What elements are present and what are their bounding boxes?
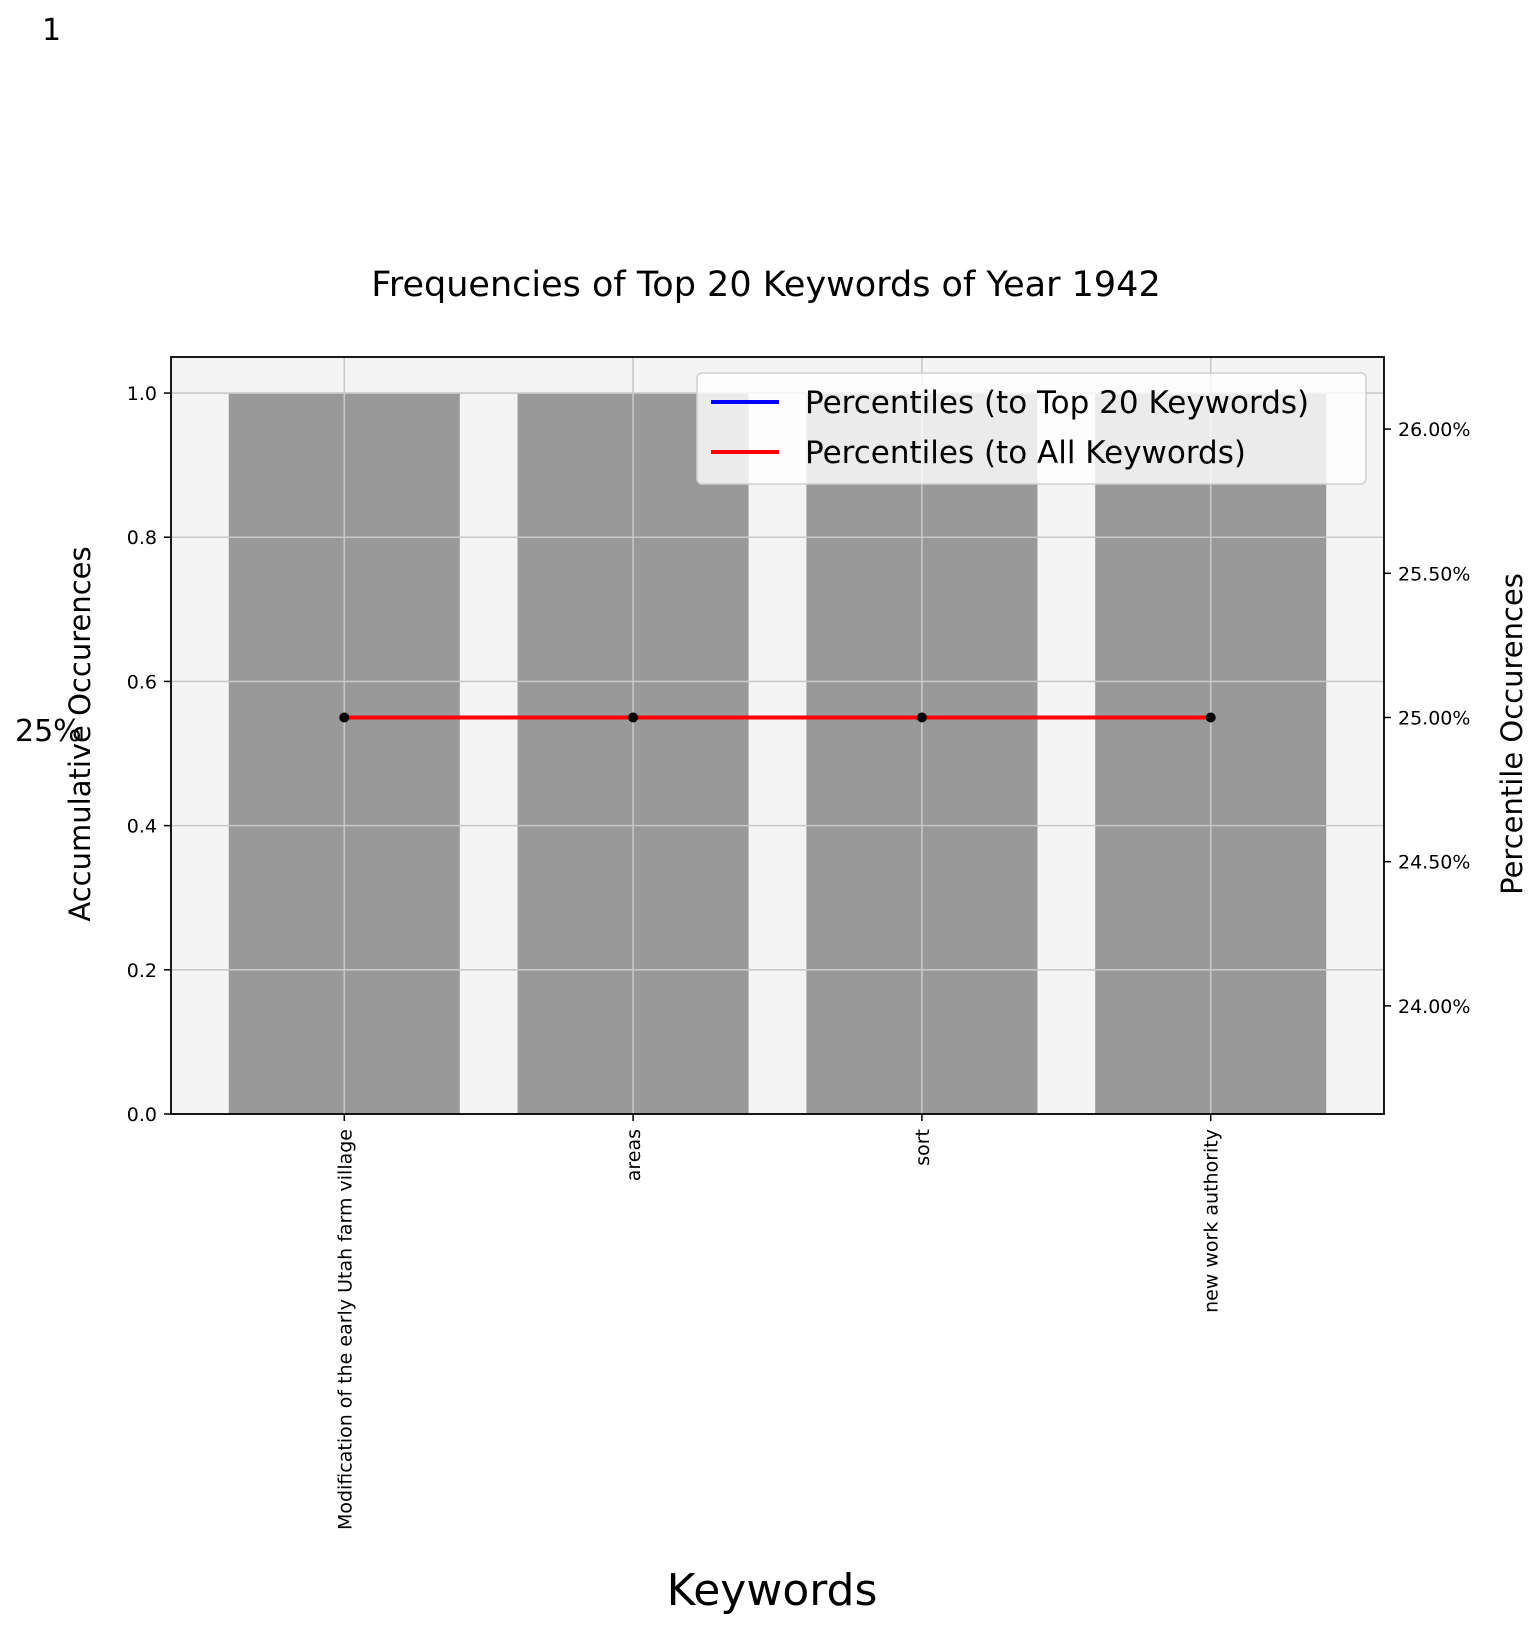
- y-tick-label-3: 0.6: [127, 671, 157, 693]
- plot-area: 0.0 0.2 0.4 0.6 0.8 1.0 24.00% 24.50% 25.00% 25.5…: [127, 356, 1470, 1530]
- legend-label-0: Percentiles (to Top 20 Keywords): [805, 385, 1309, 421]
- legend: Percentiles (to Top 20 Keywords) Percenti…: [696, 372, 1367, 485]
- x-tick-label-1: areas: [623, 1129, 645, 1181]
- y2-tick-label-3: 25.50%: [1398, 563, 1470, 585]
- legend-label-1: Percentiles (to All Keywords): [805, 435, 1246, 471]
- series-point-0: [339, 712, 350, 723]
- y2-tick-label-0: 24.00%: [1398, 996, 1470, 1018]
- y-tick-label-5: 1.0: [127, 383, 157, 405]
- y-tick-label-2: 0.4: [127, 816, 157, 838]
- y2-axis-label: Percentile Occurences: [1495, 573, 1529, 895]
- series-point-2: [916, 712, 927, 723]
- y-tick-label-1: 0.2: [127, 960, 157, 982]
- y2-tick-label-4: 26.00%: [1398, 419, 1470, 441]
- legend-box: [696, 372, 1367, 485]
- corner-label: 1: [42, 13, 61, 48]
- x-tick-label-3: new work authority: [1201, 1129, 1223, 1313]
- x-axis-label: Keywords: [667, 1565, 878, 1616]
- y-tick-label-4: 0.8: [127, 527, 157, 549]
- percent-annotation: 25%: [15, 714, 82, 749]
- x-tick-label-0: Modification of the early Utah farm vill…: [334, 1129, 356, 1530]
- y-axis-label: Accumulative Occurences: [63, 546, 97, 921]
- x-tick-label-2: sort: [912, 1129, 934, 1166]
- y2-tick-label-2: 25.00%: [1398, 707, 1470, 729]
- series-point-1: [628, 712, 639, 723]
- y-tick-label-0: 0.0: [127, 1104, 157, 1126]
- y2-tick-label-1: 24.50%: [1398, 852, 1470, 874]
- axes-frame: [170, 356, 1385, 1115]
- chart-title: Frequencies of Top 20 Keywords of Year 1…: [371, 265, 1160, 305]
- series-point-3: [1205, 712, 1216, 723]
